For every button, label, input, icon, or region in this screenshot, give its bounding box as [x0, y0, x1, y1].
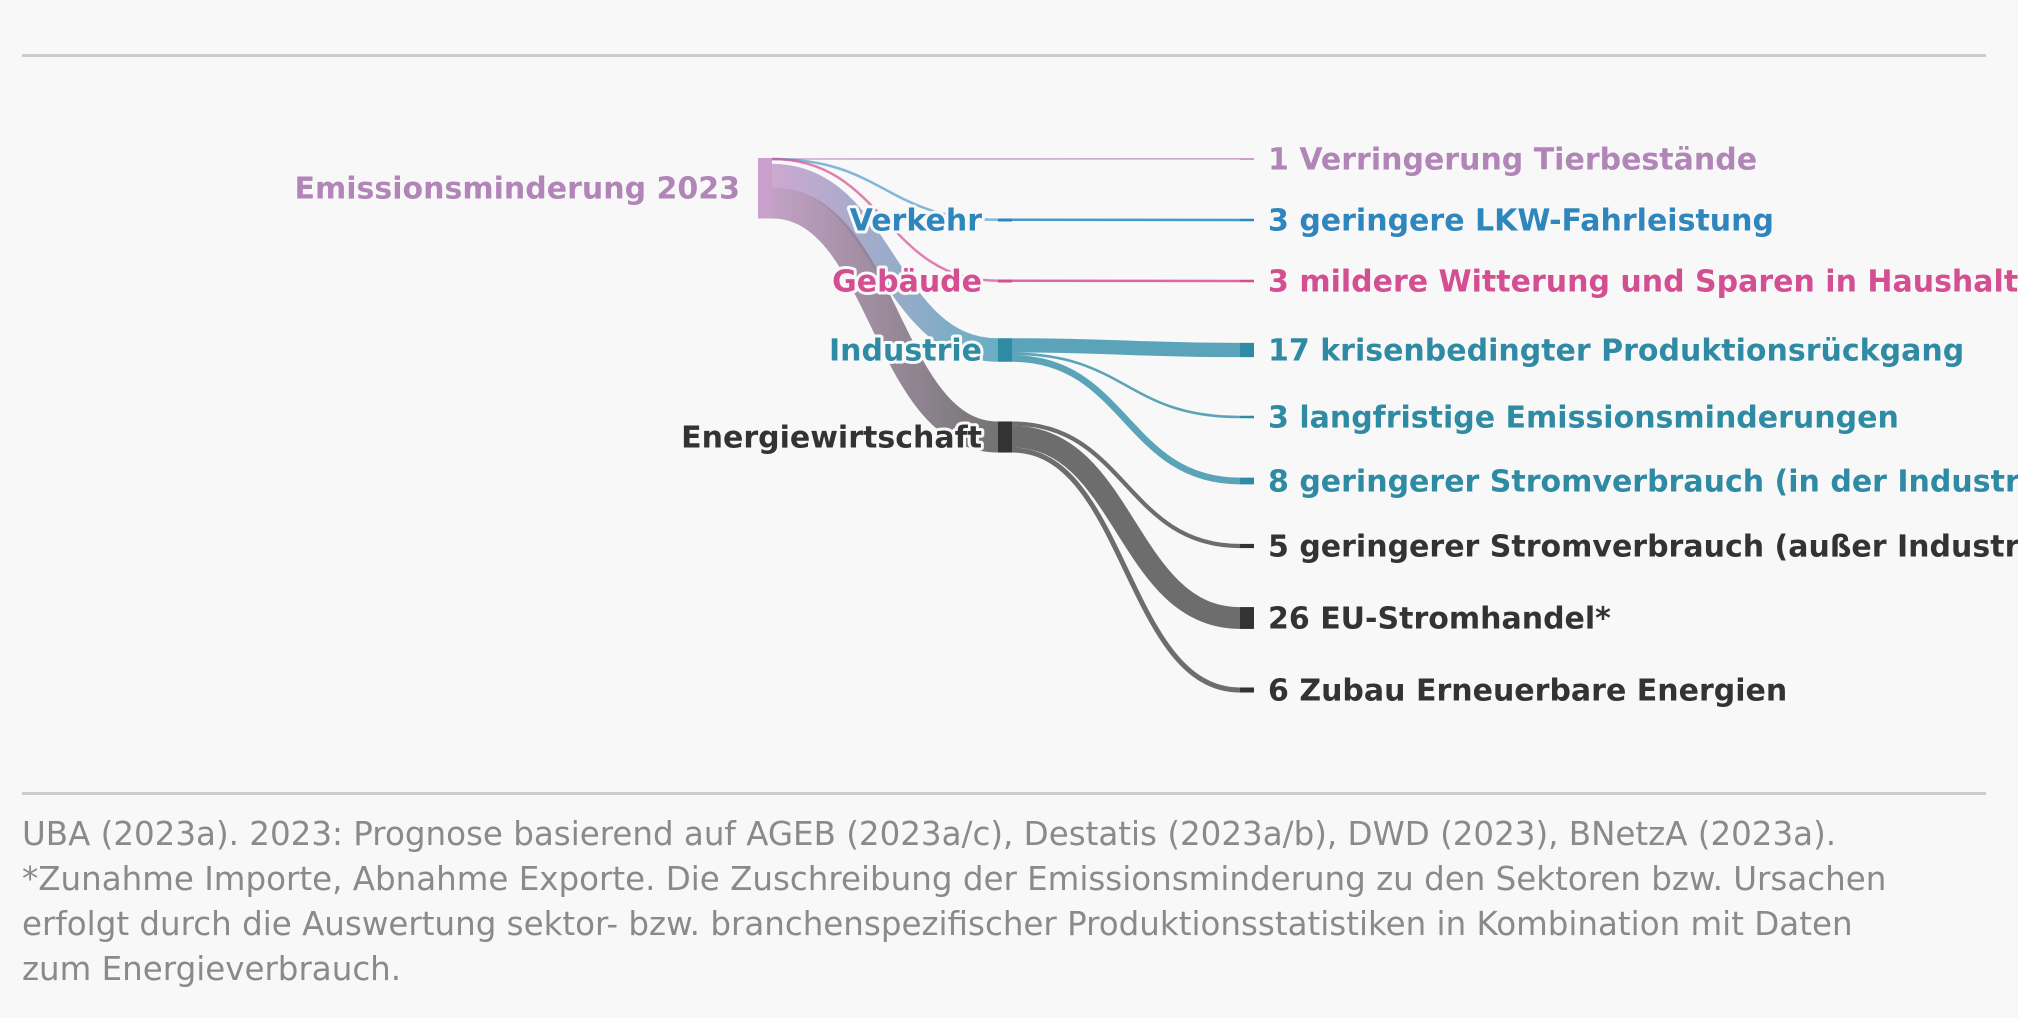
label-witterung: 3 mildere Witterung und Sparen in Hausha…: [1268, 265, 2018, 300]
label-tier: 1 Verringerung Tierbestände: [1268, 143, 1757, 178]
label-krise: 17 krisenbedingter Produktionsrückgang: [1268, 334, 1964, 369]
label-lkw: 3 geringere LKW-Fahrleistung: [1268, 204, 1774, 239]
label-zubau: 6 Zubau Erneuerbare Energien: [1268, 674, 1787, 709]
top-divider: [22, 54, 1986, 57]
sankey-link-energie-zubau: [1011, 447, 1241, 693]
label-verkehr: Verkehr: [850, 204, 983, 239]
sankey-node-src: [758, 158, 772, 219]
sankey-node-langfristig: [1240, 415, 1254, 419]
sankey-node-strom_aus: [1240, 543, 1254, 549]
footnote-line: zum Energieverbrauch.: [22, 950, 402, 988]
sankey-node-witterung: [1240, 279, 1254, 283]
label-eu: 26 EU-Stromhandel*: [1268, 602, 1611, 637]
sankey-node-lkw: [1240, 218, 1254, 222]
label-src: Emissionsminderung 2023: [294, 172, 740, 207]
sankey-link-src-industrie: [771, 163, 999, 362]
source-footnote: UBA (2023a). 2023: Prognose basierend au…: [22, 812, 1992, 992]
sankey-link-industrie-krise: [1011, 338, 1241, 358]
label-langfristig: 3 langfristige Emissionsminderungen: [1268, 401, 1899, 436]
sankey-node-tier: [1240, 158, 1254, 160]
sankey-links: [770, 157, 1241, 693]
label-strom_aus: 5 geringerer Stromverbrauch (außer Indus…: [1268, 530, 2018, 565]
label-strom_ind: 8 geringerer Stromverbrauch (in der Indu…: [1268, 465, 2018, 500]
sankey-link-energie-strom_aus: [1011, 421, 1241, 549]
sankey-link-src-gebaeude: [771, 157, 999, 283]
sankey-node-industrie: [998, 338, 1012, 362]
footnote-line: *Zunahme Importe, Abnahme Exporte. Die Z…: [22, 860, 1887, 898]
label-industrie: Industrie: [829, 334, 982, 369]
sankey-node-gebaeude: [998, 279, 1012, 283]
sankey-link-src-energie: [770, 187, 1000, 453]
sankey-node-energie: [998, 421, 1012, 453]
sankey-link-industrie-strom_ind: [1011, 355, 1241, 485]
sankey-node-krise: [1240, 342, 1254, 358]
bottom-divider: [22, 792, 1986, 795]
label-energie: Energiewirtschaft: [681, 421, 982, 456]
sankey-node-eu: [1240, 607, 1254, 629]
sankey-node-strom_ind: [1240, 477, 1254, 485]
sankey-labels: Emissionsminderung 2023 Verkehr Gebäude Ind…: [294, 143, 2018, 709]
sankey-link-energie-eu: [1011, 425, 1241, 629]
sankey-node-verkehr: [998, 218, 1012, 222]
footnote-line: erfolgt durch die Auswertung sektor- bzw…: [22, 905, 1853, 943]
sankey-link-industrie-langfristig: [1011, 352, 1241, 419]
footnote-line: UBA (2023a). 2023: Prognose basierend au…: [22, 815, 1837, 853]
sankey-nodes: [758, 158, 1254, 693]
label-gebaeude: Gebäude: [832, 265, 982, 300]
sankey-chart: Emissionsminderung 2023 Verkehr Gebäude Ind…: [294, 143, 2018, 709]
sankey-link-src-verkehr: [771, 157, 999, 222]
sankey-node-zubau: [1240, 687, 1254, 693]
